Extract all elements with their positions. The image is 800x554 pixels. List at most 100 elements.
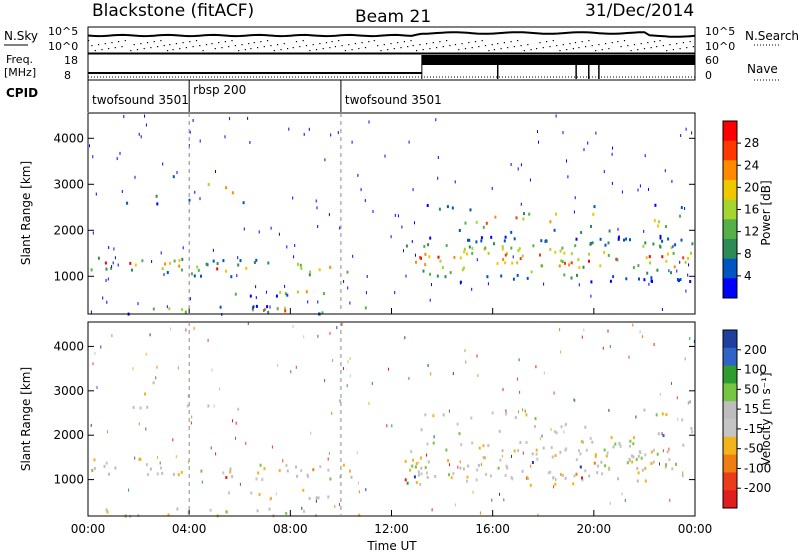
heatmap-cell [596,471,599,475]
colorbar-tick-label: 200 [744,343,767,357]
heatmap-cell [650,279,653,283]
heatmap-cell [453,255,456,259]
scatter-cell [111,265,113,268]
nsearch-dot [108,48,110,50]
heatmap-cell [631,460,634,464]
heatmap-cell [169,261,171,265]
nsearch-dot [682,42,684,44]
scatter-cell [476,258,478,262]
nsearch-dot [581,41,583,43]
x-tick-label: 00:00 [71,522,106,536]
nsearch-dot [244,49,246,51]
heatmap-cell [610,436,613,440]
heatmap-cell [423,244,426,248]
velocity-heatmap-cells [90,322,695,518]
heatmap-cell [346,270,349,274]
nsearch-dot [491,44,493,46]
heatmap-cell [661,239,664,243]
scatter-cell [347,286,349,290]
heatmap-cell [501,245,504,249]
heatmap-cell [188,198,191,202]
scatter-cell [644,154,646,158]
nsearch-dot [121,46,123,48]
scatter-cell [112,261,114,265]
scatter-cell [117,263,119,267]
heatmap-cell [284,306,286,310]
heatmap-cell [656,268,659,272]
heatmap-cell [91,468,94,472]
scatter-cell [356,451,358,455]
heatmap-cell [268,507,271,511]
scatter-cell [487,282,489,286]
heatmap-cell [178,264,181,268]
heatmap-cell [690,251,692,255]
heatmap-cell [511,261,514,265]
scatter-cell [435,118,437,122]
heatmap-cell [329,265,332,269]
heatmap-cell [572,482,575,486]
heatmap-cell [212,259,215,263]
heatmap-cell [644,453,647,457]
nsearch-dot [601,49,603,51]
colorbar-swatch [723,436,737,456]
nave-tick-high: 60 [705,54,719,67]
heatmap-cell [632,436,635,440]
scatter-cell [288,127,290,131]
heatmap-cell [578,266,581,270]
heatmap-cell [643,408,646,412]
scatter-cell [607,329,609,333]
nsearch-dot [478,46,480,48]
heatmap-cell [132,405,135,409]
scatter-cell [149,333,151,337]
scatter-cell [343,280,345,283]
heatmap-cell [563,273,566,277]
scatter-cell [574,398,576,402]
heatmap-cell [267,310,270,314]
scatter-cell [537,513,539,517]
heatmap-cell [682,256,685,260]
heatmap-cell [659,245,662,249]
nsearch-dot [471,47,473,49]
nsearch-dot [523,50,525,52]
scatter-cell [275,492,277,496]
nsearch-dot [676,43,678,45]
scatter-cell [270,226,272,230]
heatmap-cell [108,472,110,476]
heatmap-cell [415,481,418,484]
freq-tick-high: 18 [64,54,78,67]
heatmap-cell [464,221,467,225]
scatter-cell [412,188,414,192]
colorbar-tick-label: -100 [744,461,771,475]
scatter-cell [155,376,157,380]
nsearch-dot [140,43,142,45]
nsearch-dot [449,45,451,47]
y-tick-label: 2000 [53,223,84,237]
heatmap-cell [646,271,649,275]
scatter-cell [229,117,231,121]
station-title: Blackstone (fitACF) [92,1,254,21]
heatmap-cell [447,459,450,463]
scatter-cell [668,269,670,273]
heatmap-cell [141,259,144,263]
heatmap-cell [437,255,440,259]
nsearch-dot [653,41,656,43]
scatter-cell [457,465,459,469]
heatmap-cell [645,256,648,260]
velocity-panel: 1000 2000 3000 4000 00:00 04:00 08:00 12:00 16:0… [19,321,773,553]
heatmap-cell [581,478,584,482]
scatter-cell [92,362,94,366]
heatmap-cell [186,404,189,408]
heatmap-cell [652,242,655,246]
scatter-cell [677,417,679,421]
scatter-cell [437,176,439,180]
scatter-cell [502,388,504,392]
heatmap-cell [239,259,242,263]
nsearch-dot [205,44,208,46]
heatmap-cell [417,473,420,477]
nsearch-dot [253,42,255,44]
heatmap-cell [420,428,423,432]
heatmap-cell [690,427,693,430]
scatter-cell [166,305,168,309]
scatter-cell [193,326,195,330]
scatter-cell [685,127,687,131]
